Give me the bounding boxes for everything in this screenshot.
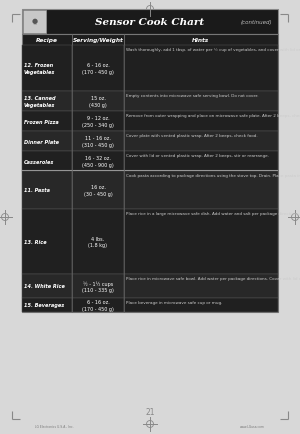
Text: 6 - 16 oz.
(170 - 450 g): 6 - 16 oz. (170 - 450 g) [82, 300, 114, 311]
Bar [22, 298, 72, 312]
Text: 11 - 16 oz.
(310 - 450 g): 11 - 16 oz. (310 - 450 g) [82, 136, 114, 147]
Bar [124, 132, 278, 151]
Text: Place rice in a large microwave safe dish. Add water and salt per package direct: Place rice in a large microwave safe dis… [126, 211, 300, 216]
Bar [72, 171, 124, 210]
Text: Cover plate with vented plastic wrap. After 2 beeps, check food.: Cover plate with vented plastic wrap. Af… [126, 134, 258, 138]
Bar [72, 46, 124, 92]
Bar [22, 132, 72, 151]
Text: Serving/Weight: Serving/Weight [73, 38, 123, 43]
Text: Casseroles: Casseroles [24, 159, 54, 164]
Bar [72, 274, 124, 298]
Text: 11. Pasta: 11. Pasta [24, 188, 50, 193]
Bar [124, 35, 278, 46]
Text: 4 lbs.
(1.8 kg): 4 lbs. (1.8 kg) [88, 237, 107, 247]
Text: 21: 21 [145, 408, 155, 417]
Text: Sensor Cook Chart: Sensor Cook Chart [95, 18, 204, 27]
Bar [124, 112, 278, 132]
Text: Hints: Hints [192, 38, 210, 43]
Text: Dinner Plate: Dinner Plate [24, 139, 59, 144]
Text: 12. Frozen
Vegetables: 12. Frozen Vegetables [24, 63, 56, 74]
Bar [124, 298, 278, 312]
Bar [22, 112, 72, 132]
Bar [72, 92, 124, 112]
Text: 14. White Rice: 14. White Rice [24, 284, 65, 289]
Text: Frozen Pizza: Frozen Pizza [24, 119, 59, 124]
Bar [22, 35, 72, 46]
Bar [72, 210, 124, 274]
Text: Empty contents into microwave safe serving bowl. Do not cover.: Empty contents into microwave safe servi… [126, 94, 259, 98]
Bar [124, 92, 278, 112]
Bar [124, 151, 278, 171]
Bar [23, 11, 46, 34]
Text: Wash thoroughly, add 1 tbsp. of water per ½ cup of vegetables, and cover with li: Wash thoroughly, add 1 tbsp. of water pe… [126, 48, 300, 52]
Bar [124, 46, 278, 92]
Bar [22, 10, 278, 35]
Bar [72, 151, 124, 171]
Text: Recipe: Recipe [36, 38, 58, 43]
Bar [22, 274, 72, 298]
Text: ●: ● [32, 19, 38, 24]
Bar [22, 92, 72, 112]
Bar [72, 132, 124, 151]
Bar [22, 35, 278, 312]
Text: 15. Beverages: 15. Beverages [24, 303, 64, 308]
Text: 13. Rice: 13. Rice [24, 240, 46, 244]
Bar [72, 298, 124, 312]
Text: www.LGusa.com: www.LGusa.com [240, 424, 265, 428]
Text: Place beverage in microwave safe cup or mug.: Place beverage in microwave safe cup or … [126, 300, 222, 304]
Text: (continued): (continued) [240, 20, 272, 25]
Text: 9 - 12 oz.
(250 - 340 g): 9 - 12 oz. (250 - 340 g) [82, 116, 114, 127]
Bar [22, 46, 72, 92]
Text: Cover with lid or vented plastic wrap. After 2 beeps, stir or rearrange.: Cover with lid or vented plastic wrap. A… [126, 154, 269, 158]
Text: ~: ~ [32, 22, 37, 27]
Bar [22, 171, 72, 210]
Bar [124, 171, 278, 210]
Bar [72, 35, 124, 46]
Text: Cook pasta according to package directions using the stove top. Drain. Place pas: Cook pasta according to package directio… [126, 174, 300, 178]
Text: 6 - 16 oz.
(170 - 450 g): 6 - 16 oz. (170 - 450 g) [82, 63, 114, 74]
Bar [124, 210, 278, 274]
Text: LG Electronics U.S.A., Inc.: LG Electronics U.S.A., Inc. [35, 424, 74, 428]
Text: ½ - 1½ cups
(110 - 335 g): ½ - 1½ cups (110 - 335 g) [82, 280, 114, 292]
Text: 16 - 32 oz.
(450 - 900 g): 16 - 32 oz. (450 - 900 g) [82, 156, 114, 167]
Bar [124, 274, 278, 298]
Bar [22, 151, 72, 171]
Text: Place rice in microwave safe bowl. Add water per package directions. Cover with : Place rice in microwave safe bowl. Add w… [126, 276, 300, 280]
Text: 16 oz.
(30 - 450 g): 16 oz. (30 - 450 g) [84, 185, 112, 196]
Bar [72, 112, 124, 132]
Bar [22, 210, 72, 274]
Text: Remove from outer wrapping and place on microwave safe plate. After 2 beeps, che: Remove from outer wrapping and place on … [126, 114, 300, 118]
Text: 15 oz.
(430 g): 15 oz. (430 g) [89, 96, 107, 107]
Text: 13. Canned
Vegetables: 13. Canned Vegetables [24, 96, 56, 107]
